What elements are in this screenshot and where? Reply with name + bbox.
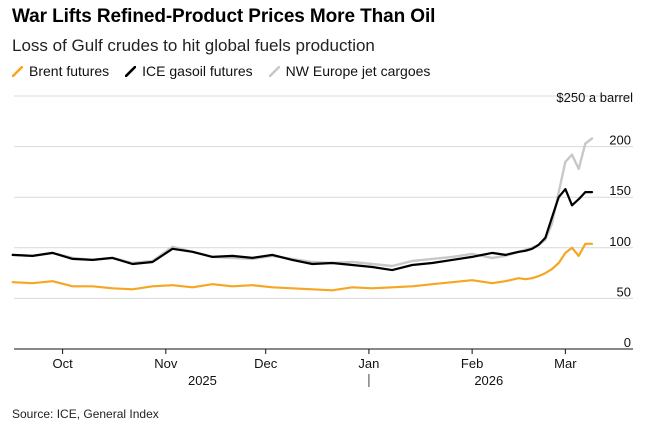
legend-swatch-jet-line [268,65,280,77]
legend-swatch-brent-line [12,65,23,77]
x-tick-label: Feb [461,356,483,371]
legend-item-jet[interactable]: NW Europe jet cargoes [268,63,431,79]
unit-label: $250 a barrel [556,90,633,105]
legend-label-jet: NW Europe jet cargoes [285,63,431,79]
chart-legend: Brent futures ICE gasoil futures NW Euro… [12,63,430,79]
legend-swatch-gasoil-line [125,65,137,77]
grid-layer [14,95,633,350]
y-tick-label: 150 [609,183,631,198]
legend-label-brent: Brent futures [29,63,110,79]
legend-swatch-gasoil [125,65,137,77]
x-tick-label: Oct [52,356,73,371]
legend-swatch-brent [12,65,23,77]
series-line-brent [11,242,594,292]
x-tick-label: Mar [554,356,577,371]
source-note: Source: ICE, General Index [12,407,159,421]
axis-layer: 0 50 100 150 200 Oct Nov Dec Jan Feb Mar 2025 2026 [14,133,633,388]
series-line-jet [11,137,594,268]
series-layer [11,137,594,292]
x-tick-label: Jan [358,356,379,371]
year-label: 2026 [474,373,503,388]
y-tick-label: 0 [624,335,631,350]
legend-item-brent[interactable]: Brent futures [12,63,109,79]
chart-title: War Lifts Refined-Product Prices More Th… [12,6,436,27]
y-tick-label: 50 [617,284,631,299]
line-chart: 0 50 100 150 200 Oct Nov Dec Jan Feb Mar 2025 2026 $… [11,90,633,388]
chart-subtitle: Loss of Gulf crudes to hit global fuels … [12,36,375,55]
legend-item-gasoil[interactable]: ICE gasoil futures [125,63,253,79]
x-tick-label: Dec [254,356,278,371]
legend-label-gasoil: ICE gasoil futures [142,63,253,79]
series-line-gasoil [11,188,594,272]
x-tick-label: Nov [154,356,178,371]
y-tick-label: 100 [609,234,631,249]
legend-swatch-jet [268,65,280,77]
y-tick-label: 200 [609,133,631,148]
year-label: 2025 [188,373,217,388]
